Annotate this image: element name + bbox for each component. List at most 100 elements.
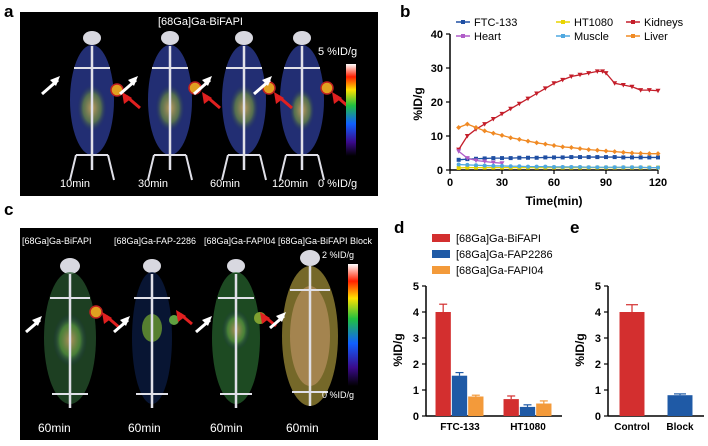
point-liver bbox=[594, 147, 600, 153]
arrow-red-a1 bbox=[122, 92, 141, 110]
legend-marker-ht1080 bbox=[561, 20, 565, 24]
point-ftc133 bbox=[630, 155, 634, 160]
time-c-4: 60min bbox=[286, 421, 319, 435]
legend-label-kidneys: Kidneys bbox=[644, 17, 684, 29]
point-muscle bbox=[543, 164, 548, 169]
chart-b-xtick-label: 0 bbox=[447, 177, 453, 189]
chart-e-ylabel: %ID/g bbox=[573, 333, 587, 366]
point-ftc133 bbox=[500, 156, 504, 161]
point-liver bbox=[646, 151, 652, 157]
time-a-3: 60min bbox=[210, 178, 240, 190]
mouse-a1 bbox=[69, 31, 124, 181]
panel-e-label: e bbox=[570, 218, 580, 237]
point-muscle bbox=[491, 163, 496, 168]
time-a-1: 10min bbox=[60, 178, 90, 190]
point-ht1080 bbox=[482, 165, 487, 170]
point-muscle bbox=[630, 165, 634, 170]
point-kidneys bbox=[542, 86, 548, 91]
point-liver bbox=[603, 148, 609, 154]
legend-swatch-fapi04 bbox=[432, 266, 450, 274]
panel-c-mice bbox=[25, 250, 358, 408]
chart-d-ytick-label: 0 bbox=[413, 411, 419, 423]
mouse-a4 bbox=[279, 31, 334, 181]
point-muscle bbox=[534, 164, 539, 169]
point-ftc133 bbox=[586, 155, 591, 160]
chart-e-bar-control bbox=[619, 312, 645, 416]
arrow-white-a1 bbox=[41, 76, 60, 96]
time-c-2: 60min bbox=[128, 421, 161, 435]
point-ftc133 bbox=[534, 155, 539, 160]
point-kidneys bbox=[525, 96, 531, 102]
point-liver bbox=[473, 125, 479, 130]
point-kidneys bbox=[603, 71, 609, 76]
point-ftc133 bbox=[560, 155, 565, 160]
chart-b-ytick-label: 0 bbox=[437, 165, 443, 177]
point-ftc133 bbox=[569, 155, 574, 160]
arrow-white-c2 bbox=[113, 316, 130, 334]
arrow-white-c4 bbox=[269, 312, 286, 330]
label-c-2: [68Ga]Ga-FAP-2286 bbox=[114, 236, 197, 246]
point-muscle bbox=[552, 164, 556, 169]
point-kidneys bbox=[600, 69, 606, 74]
point-kidneys bbox=[612, 81, 618, 86]
panel-c-image: [68Ga]Ga-BiFAPI [68Ga]Ga-FAP-2286 [68Ga]… bbox=[20, 228, 378, 440]
point-kidneys bbox=[629, 84, 635, 90]
point-muscle bbox=[604, 165, 608, 170]
chart-b-ylabel: %ID/g bbox=[411, 87, 425, 120]
point-liver bbox=[482, 128, 488, 134]
point-ftc133 bbox=[604, 155, 608, 160]
point-ftc133 bbox=[491, 156, 496, 161]
chart-d-bar-fap2286 bbox=[519, 406, 536, 416]
chart-e-ytick-label: 4 bbox=[595, 307, 602, 319]
point-liver bbox=[516, 136, 522, 142]
legend-label-ftc133: FTC-133 bbox=[474, 17, 517, 29]
chart-b-xtick-label: 90 bbox=[600, 177, 612, 189]
point-muscle bbox=[526, 164, 530, 169]
chart-e-xtick-label: Control bbox=[614, 422, 650, 433]
chart-e-bar-block bbox=[667, 395, 693, 416]
point-kidneys bbox=[551, 81, 557, 86]
point-liver bbox=[638, 150, 644, 156]
point-muscle bbox=[647, 165, 652, 170]
point-liver bbox=[525, 138, 531, 144]
mouse-a2 bbox=[147, 31, 202, 181]
label-c-4: [68Ga]Ga-BiFAPI Block bbox=[278, 236, 373, 246]
point-kidneys bbox=[568, 74, 574, 79]
chart-b-xlabel: Time(min) bbox=[525, 194, 582, 208]
panel-c-label: c bbox=[4, 200, 14, 219]
point-liver bbox=[620, 149, 626, 155]
arrow-red-a2 bbox=[202, 92, 221, 110]
point-ftc133 bbox=[595, 155, 600, 160]
point-ht1080 bbox=[456, 165, 461, 170]
chart-b-ytick-label: 30 bbox=[431, 63, 443, 75]
point-ftc133 bbox=[508, 156, 513, 161]
panel-d-label: d bbox=[394, 218, 405, 237]
point-heart bbox=[464, 156, 470, 161]
point-liver bbox=[499, 132, 505, 138]
legend-label-muscle: Muscle bbox=[574, 31, 609, 43]
point-liver bbox=[456, 125, 462, 130]
point-muscle bbox=[638, 165, 643, 170]
point-liver bbox=[586, 147, 592, 153]
mouse-c3 bbox=[212, 259, 266, 408]
chart-e-ytick-label: 5 bbox=[595, 281, 601, 293]
point-muscle bbox=[560, 164, 565, 169]
point-ftc133 bbox=[543, 155, 548, 160]
chart-b: 0 10 20 30 40 0 30 60 90 120 Time(min) %ID/g FTC… bbox=[411, 17, 684, 208]
point-liver bbox=[629, 150, 635, 156]
panel-a-mice bbox=[41, 31, 356, 181]
point-muscle bbox=[500, 163, 504, 168]
legend-marker-muscle bbox=[561, 34, 565, 38]
mouse-c2 bbox=[132, 259, 179, 408]
chart-e-ytick-label: 2 bbox=[595, 359, 601, 371]
point-ftc133 bbox=[656, 155, 660, 160]
chart-d-bar-fapi04 bbox=[536, 403, 552, 416]
point-ftc133 bbox=[621, 155, 626, 160]
point-muscle bbox=[578, 164, 582, 169]
point-muscle bbox=[474, 163, 478, 168]
arrow-red-c2 bbox=[176, 310, 193, 326]
time-a-4: 120min bbox=[272, 178, 309, 190]
point-liver bbox=[612, 149, 618, 155]
point-liver bbox=[577, 146, 583, 152]
panel-a-image: [68Ga]Ga-BiFAPI bbox=[20, 12, 378, 196]
